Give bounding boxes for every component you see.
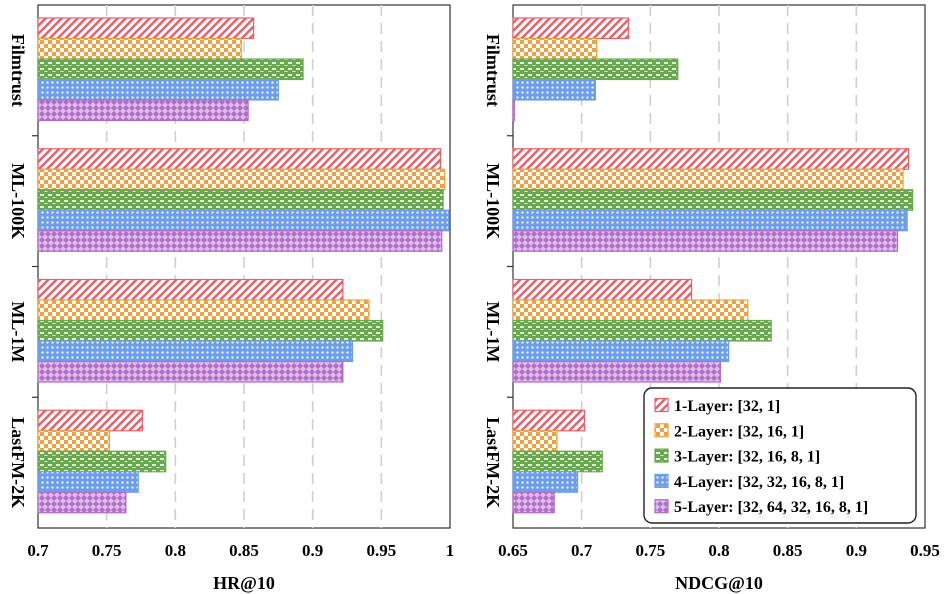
bar-ml-1m-series-5 [512,360,721,383]
category-label-filmtrust: Filmtrust [483,34,503,107]
legend: 1-Layer: [32, 1] 2-Layer: [32, 16, 1] 3-La… [643,387,917,524]
bar-ml-100k-series-2 [37,168,446,191]
x-tick-label: 0.85 [773,541,803,560]
bar-filmtrust-series-3 [512,58,679,81]
category-label-ml-1m: ML-1M [8,301,28,362]
bar-ml-1m-series-2 [512,299,749,322]
x-axis-title: HR@10 [213,573,275,593]
bar-ml-100k-series-2 [512,168,904,191]
category-label-filmtrust: Filmtrust [8,34,28,107]
bar-filmtrust-series-2 [37,37,242,60]
bar-ml-1m-series-5 [37,360,344,383]
bar-ml-1m-series-4 [37,340,354,363]
legend-label-1: 1-Layer: [32, 1] [674,398,780,415]
legend-swatch-5 [654,499,669,514]
bar-lastfm-2k-series-3 [37,450,167,473]
bar-ml-1m-series-1 [37,278,344,301]
x-tick-label: 0.75 [635,541,665,560]
category-label-ml-100k: ML-100K [483,163,503,239]
category-label-ml-1m: ML-1M [483,301,503,362]
x-tick-label: 0.7 [571,541,593,560]
x-tick-label: 1 [446,541,455,560]
bar-lastfm-2k-series-5 [512,491,555,514]
bar-lastfm-2k-series-3 [512,450,603,473]
bar-lastfm-2k-series-2 [512,430,558,452]
x-tick-label: 0.85 [229,541,259,560]
bar-ml-100k-series-5 [512,230,899,252]
bar-filmtrust-series-5 [512,99,515,122]
legend-swatch-1 [654,397,669,413]
bar-ml-100k-series-3 [37,189,444,211]
bar-filmtrust-series-4 [512,78,597,101]
x-tick-label: 0.9 [302,541,323,560]
bar-filmtrust-series-5 [37,99,249,122]
bar-filmtrust-series-2 [512,37,598,60]
legend-box [643,387,917,524]
category-label-lastfm-2k: LastFM-2K [8,417,28,508]
legend-swatch-3 [654,448,669,463]
bar-ml-100k-series-1 [37,148,441,170]
bar-ml-100k-series-4 [37,209,450,232]
bar-lastfm-2k-series-1 [37,409,143,432]
legend-label-4: 4-Layer: [32, 32, 16, 8, 1] [674,474,844,491]
x-axis-title: NDCG@10 [675,573,763,593]
bar-lastfm-2k-series-4 [37,471,139,493]
bar-ml-100k-series-1 [512,148,910,170]
bar-filmtrust-series-1 [37,17,255,40]
bar-lastfm-2k-series-5 [37,491,127,514]
bar-lastfm-2k-series-4 [512,471,579,493]
bar-ml-1m-series-3 [37,319,384,342]
x-tick-label: 0.95 [366,541,396,560]
x-tick-label: 0.75 [92,541,122,560]
category-label-lastfm-2k: LastFM-2K [483,417,503,508]
bar-ml-1m-series-4 [512,340,730,363]
bar-ml-100k-series-3 [512,189,914,211]
bar-filmtrust-series-4 [37,78,279,101]
legend-label-2: 2-Layer: [32, 16, 1] [674,423,804,440]
bar-ml-1m-series-1 [512,278,693,301]
bar-filmtrust-series-1 [512,17,629,40]
legend-label-3: 3-Layer: [32, 16, 8, 1] [674,449,820,466]
hr-at-10-panel: 0.7 0.75 0.8 0.85 0.9 0.95 1 HR@10 Filmtrust ML-1… [8,4,455,593]
x-tick-label: 0.8 [165,541,186,560]
bar-ml-100k-series-5 [37,230,443,252]
category-label-ml-100k: ML-100K [8,163,28,239]
x-tick-label: 0.65 [498,541,528,560]
x-tick-label: 0.95 [910,541,940,560]
legend-swatch-2 [654,423,669,438]
bar-ml-1m-series-2 [37,299,370,322]
legend-swatch-4 [654,473,669,488]
bar-ml-100k-series-4 [512,209,908,232]
x-tick-label: 0.9 [846,541,867,560]
bar-filmtrust-series-3 [37,58,304,81]
bar-lastfm-2k-series-2 [37,430,111,452]
x-tick-label: 0.7 [27,541,49,560]
legend-label-5: 5-Layer: [32, 64, 32, 16, 8, 1] [674,499,868,516]
x-tick-label: 0.8 [708,541,729,560]
bar-ml-1m-series-3 [512,319,772,342]
bar-lastfm-2k-series-1 [512,409,586,432]
